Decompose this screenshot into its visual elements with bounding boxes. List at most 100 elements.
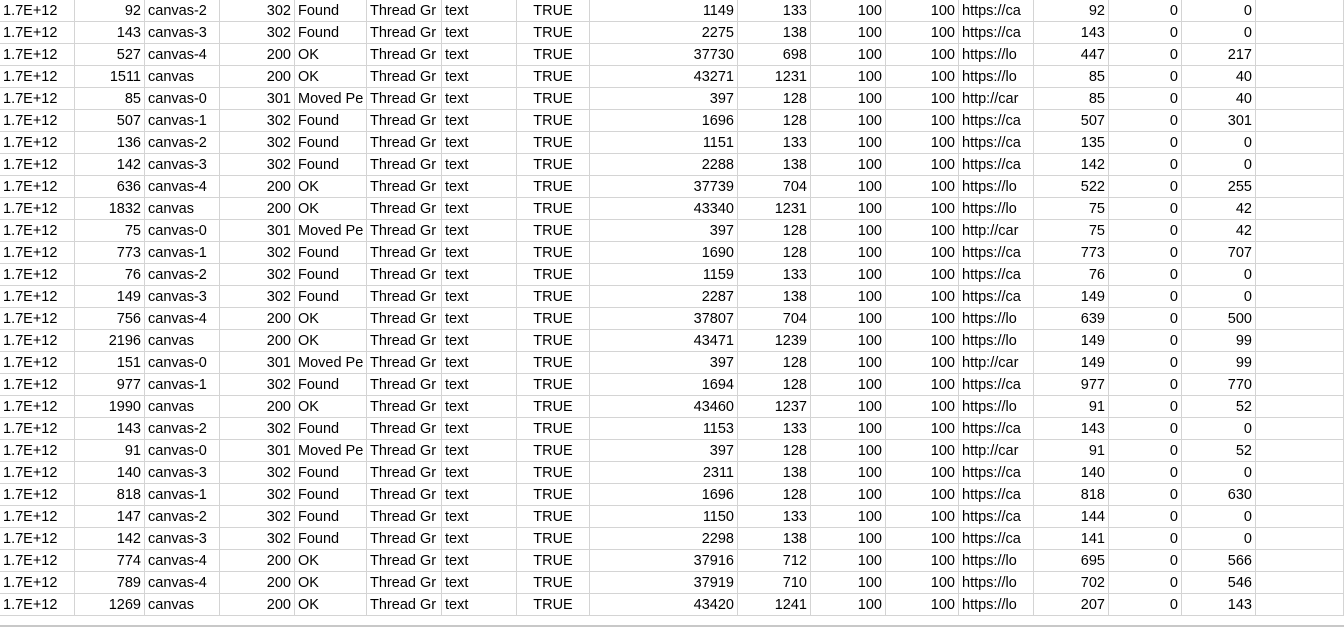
idle-time-cell[interactable]: 0	[1109, 374, 1182, 396]
label-cell[interactable]: canvas-3	[145, 286, 220, 308]
response-message-cell[interactable]: Found	[295, 418, 367, 440]
bytes-cell[interactable]: 2287	[590, 286, 738, 308]
response-message-cell[interactable]: OK	[295, 330, 367, 352]
success-cell[interactable]: TRUE	[517, 374, 590, 396]
thread-name-cell[interactable]: Thread Gr	[367, 484, 442, 506]
grp-threads-cell[interactable]: 100	[811, 220, 886, 242]
data-type-cell[interactable]: text	[442, 330, 517, 352]
response-code-cell[interactable]: 302	[220, 286, 295, 308]
data-type-cell[interactable]: text	[442, 154, 517, 176]
connect-cell[interactable]: 0	[1182, 0, 1256, 22]
bytes-cell[interactable]: 37730	[590, 44, 738, 66]
latency-cell[interactable]: 695	[1034, 550, 1109, 572]
bytes-cell[interactable]: 37919	[590, 572, 738, 594]
connect-cell[interactable]: 52	[1182, 396, 1256, 418]
timestamp-cell[interactable]: 1.7E+12	[0, 154, 75, 176]
latency-cell[interactable]: 91	[1034, 396, 1109, 418]
thread-name-cell[interactable]: Thread Gr	[367, 154, 442, 176]
elapsed-cell[interactable]: 1832	[75, 198, 145, 220]
grp-threads-cell[interactable]: 100	[811, 132, 886, 154]
all-threads-cell[interactable]: 100	[886, 528, 959, 550]
connect-cell[interactable]: 0	[1182, 264, 1256, 286]
data-type-cell[interactable]: text	[442, 66, 517, 88]
latency-cell[interactable]: 85	[1034, 88, 1109, 110]
bytes-cell[interactable]: 1696	[590, 484, 738, 506]
all-threads-cell[interactable]: 100	[886, 132, 959, 154]
elapsed-cell[interactable]: 636	[75, 176, 145, 198]
response-code-cell[interactable]: 301	[220, 88, 295, 110]
latency-cell[interactable]: 447	[1034, 44, 1109, 66]
latency-cell[interactable]: 144	[1034, 506, 1109, 528]
label-cell[interactable]: canvas-4	[145, 44, 220, 66]
all-threads-cell[interactable]: 100	[886, 418, 959, 440]
response-message-cell[interactable]: Found	[295, 154, 367, 176]
thread-name-cell[interactable]: Thread Gr	[367, 330, 442, 352]
label-cell[interactable]: canvas-1	[145, 374, 220, 396]
elapsed-cell[interactable]: 76	[75, 264, 145, 286]
success-cell[interactable]: TRUE	[517, 418, 590, 440]
connect-cell[interactable]: 0	[1182, 506, 1256, 528]
empty-cell[interactable]	[1256, 484, 1344, 506]
elapsed-cell[interactable]: 147	[75, 506, 145, 528]
data-type-cell[interactable]: text	[442, 242, 517, 264]
empty-cell[interactable]	[1256, 176, 1344, 198]
response-message-cell[interactable]: Found	[295, 110, 367, 132]
response-code-cell[interactable]: 200	[220, 176, 295, 198]
sent-bytes-cell[interactable]: 1241	[738, 594, 811, 616]
label-cell[interactable]: canvas-3	[145, 528, 220, 550]
response-code-cell[interactable]: 302	[220, 374, 295, 396]
thread-name-cell[interactable]: Thread Gr	[367, 528, 442, 550]
sent-bytes-cell[interactable]: 133	[738, 418, 811, 440]
sent-bytes-cell[interactable]: 128	[738, 88, 811, 110]
latency-cell[interactable]: 773	[1034, 242, 1109, 264]
idle-time-cell[interactable]: 0	[1109, 242, 1182, 264]
idle-time-cell[interactable]: 0	[1109, 154, 1182, 176]
response-code-cell[interactable]: 200	[220, 572, 295, 594]
url-cell[interactable]: https://ca	[959, 506, 1034, 528]
timestamp-cell[interactable]: 1.7E+12	[0, 352, 75, 374]
thread-name-cell[interactable]: Thread Gr	[367, 110, 442, 132]
thread-name-cell[interactable]: Thread Gr	[367, 220, 442, 242]
grp-threads-cell[interactable]: 100	[811, 110, 886, 132]
idle-time-cell[interactable]: 0	[1109, 220, 1182, 242]
success-cell[interactable]: TRUE	[517, 110, 590, 132]
timestamp-cell[interactable]: 1.7E+12	[0, 176, 75, 198]
response-message-cell[interactable]: Found	[295, 374, 367, 396]
all-threads-cell[interactable]: 100	[886, 440, 959, 462]
all-threads-cell[interactable]: 100	[886, 484, 959, 506]
bytes-cell[interactable]: 1694	[590, 374, 738, 396]
label-cell[interactable]: canvas-0	[145, 88, 220, 110]
label-cell[interactable]: canvas-3	[145, 462, 220, 484]
response-message-cell[interactable]: Moved Pe	[295, 88, 367, 110]
sent-bytes-cell[interactable]: 133	[738, 0, 811, 22]
bytes-cell[interactable]: 37916	[590, 550, 738, 572]
bytes-cell[interactable]: 1159	[590, 264, 738, 286]
grp-threads-cell[interactable]: 100	[811, 462, 886, 484]
url-cell[interactable]: https://lo	[959, 198, 1034, 220]
thread-name-cell[interactable]: Thread Gr	[367, 44, 442, 66]
success-cell[interactable]: TRUE	[517, 0, 590, 22]
success-cell[interactable]: TRUE	[517, 352, 590, 374]
empty-cell[interactable]	[1256, 418, 1344, 440]
url-cell[interactable]: http://car	[959, 88, 1034, 110]
response-message-cell[interactable]: Moved Pe	[295, 352, 367, 374]
all-threads-cell[interactable]: 100	[886, 594, 959, 616]
data-type-cell[interactable]: text	[442, 110, 517, 132]
response-code-cell[interactable]: 302	[220, 154, 295, 176]
thread-name-cell[interactable]: Thread Gr	[367, 308, 442, 330]
data-type-cell[interactable]: text	[442, 440, 517, 462]
elapsed-cell[interactable]: 789	[75, 572, 145, 594]
label-cell[interactable]: canvas-4	[145, 572, 220, 594]
empty-cell[interactable]	[1256, 88, 1344, 110]
all-threads-cell[interactable]: 100	[886, 242, 959, 264]
thread-name-cell[interactable]: Thread Gr	[367, 22, 442, 44]
timestamp-cell[interactable]: 1.7E+12	[0, 286, 75, 308]
url-cell[interactable]: https://ca	[959, 22, 1034, 44]
bytes-cell[interactable]: 397	[590, 88, 738, 110]
elapsed-cell[interactable]: 507	[75, 110, 145, 132]
success-cell[interactable]: TRUE	[517, 88, 590, 110]
latency-cell[interactable]: 977	[1034, 374, 1109, 396]
elapsed-cell[interactable]: 151	[75, 352, 145, 374]
latency-cell[interactable]: 135	[1034, 132, 1109, 154]
timestamp-cell[interactable]: 1.7E+12	[0, 0, 75, 22]
